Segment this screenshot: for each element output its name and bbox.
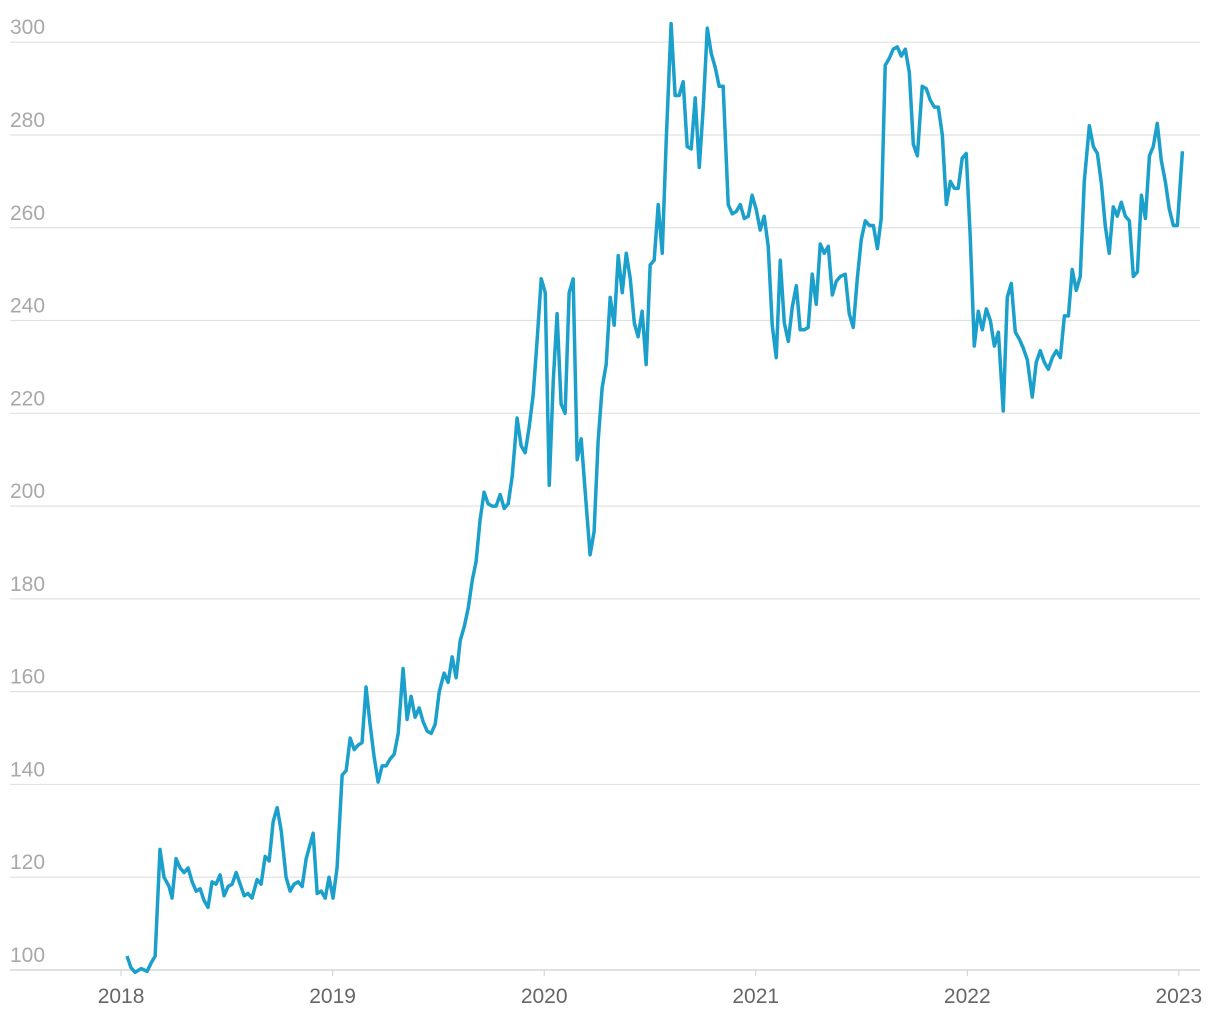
- y-tick-label: 280: [10, 109, 45, 132]
- x-tick-label: 2019: [309, 985, 356, 1008]
- y-tick-label: 120: [10, 851, 45, 874]
- y-tick-label: 260: [10, 202, 45, 225]
- y-tick-label: 300: [10, 16, 45, 39]
- x-tick-label: 2021: [732, 985, 779, 1008]
- y-tick-label: 160: [10, 666, 45, 689]
- y-tick-label: 140: [10, 758, 45, 781]
- y-tick-label: 240: [10, 295, 45, 318]
- x-tick-label: 2023: [1155, 985, 1202, 1008]
- y-tick-label: 180: [10, 573, 45, 596]
- x-tick-label: 2018: [98, 985, 145, 1008]
- y-tick-label: 220: [10, 387, 45, 410]
- y-tick-label: 100: [10, 944, 45, 967]
- x-tick-label: 2022: [944, 985, 991, 1008]
- series-line: [125, 21, 1185, 975]
- x-tick-label: 2020: [521, 985, 568, 1008]
- y-tick-label: 200: [10, 480, 45, 503]
